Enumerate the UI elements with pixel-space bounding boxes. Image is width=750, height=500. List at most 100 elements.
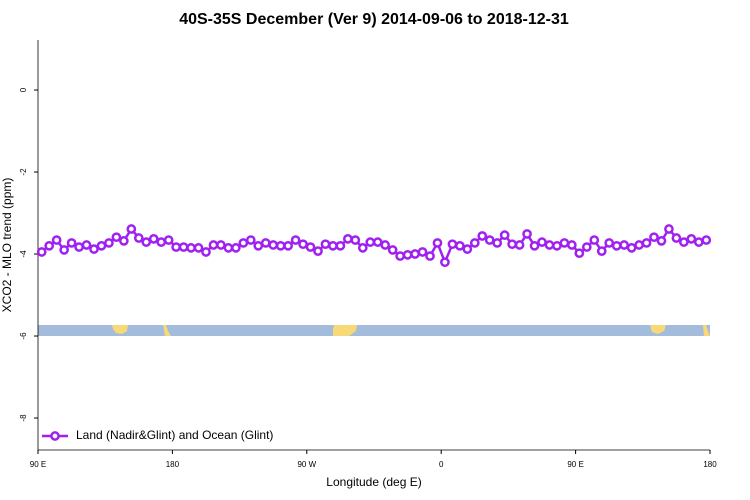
data-point: [626, 243, 637, 253]
data-point: [104, 238, 114, 248]
data-point: [59, 245, 69, 255]
data-point: [223, 243, 234, 253]
data-point: [492, 238, 503, 248]
x-tick-label: 90 E: [567, 460, 583, 469]
data-point: [320, 239, 331, 250]
data-point: [425, 251, 435, 261]
y-tick-label: -8: [19, 414, 28, 422]
data-point: [44, 240, 55, 251]
data-point: [305, 242, 316, 252]
data-point: [410, 249, 420, 259]
data-point: [208, 240, 219, 250]
x-tick-label: 90 W: [297, 460, 316, 469]
data-point: [357, 243, 368, 253]
y-tick-label: -4: [19, 250, 28, 258]
data-point: [552, 240, 562, 251]
data-point: [559, 238, 570, 248]
data-point: [119, 236, 129, 246]
data-point: [529, 240, 540, 251]
data-point: [432, 238, 443, 248]
data-point: [260, 238, 271, 248]
data-point: [372, 237, 383, 247]
data-point: [328, 240, 338, 251]
data-point: [193, 243, 204, 253]
data-point: [51, 235, 62, 245]
legend-label: Land (Nadir&Glint) and Ocean (Glint): [76, 428, 273, 442]
data-point: [245, 235, 256, 245]
ocean-band: [38, 325, 710, 336]
data-point: [537, 237, 547, 247]
data-point: [596, 246, 607, 256]
data-point: [111, 232, 122, 243]
data-point: [36, 247, 47, 257]
data-point: [178, 242, 189, 252]
data-point: [81, 240, 92, 250]
x-tick-label: 90 E: [30, 460, 46, 469]
data-point: [350, 235, 361, 245]
data-point: [275, 240, 286, 251]
data-point: [171, 242, 181, 252]
data-point: [231, 243, 241, 253]
map-band: [38, 325, 710, 336]
data-point: [163, 235, 174, 245]
data-point: [567, 240, 577, 250]
x-tick-label: 180: [703, 460, 717, 469]
y-axis-label: XCO2 - MLO trend (ppm): [0, 178, 14, 313]
data-point: [484, 235, 495, 245]
data-point: [96, 240, 107, 251]
data-point: [126, 224, 137, 234]
data-point: [693, 237, 704, 247]
data-point: [440, 257, 450, 268]
data-point: [514, 240, 525, 250]
data-point: [253, 240, 264, 251]
data-point: [283, 240, 293, 251]
data-point: [544, 240, 555, 250]
land-patch: [703, 325, 710, 336]
y-tick-label: -6: [19, 332, 28, 340]
data-point: [679, 237, 689, 247]
land-patch: [112, 325, 128, 334]
data-point: [380, 240, 391, 250]
y-tick-label: 0: [19, 87, 28, 92]
data-point: [641, 238, 652, 248]
x-tick-label: 180: [166, 460, 180, 469]
data-point: [141, 237, 152, 247]
data-point: [238, 238, 249, 248]
data-point: [74, 242, 84, 252]
data-point: [365, 237, 376, 247]
data-point: [589, 235, 600, 245]
land-patch: [163, 325, 171, 336]
data-point: [268, 240, 279, 250]
legend-marker: [50, 431, 60, 441]
data-point: [462, 244, 473, 254]
data-point: [89, 244, 99, 254]
data-point: [335, 240, 346, 251]
data-point: [604, 238, 615, 248]
data-point: [619, 240, 629, 250]
data-point: [402, 249, 413, 260]
data-point: [298, 239, 308, 250]
data-point: [701, 235, 712, 245]
data-point: [656, 236, 667, 246]
data-point: [417, 247, 428, 257]
data-point: [671, 233, 682, 243]
data-point: [313, 246, 323, 256]
data-point: [395, 251, 405, 261]
data-point: [634, 240, 644, 250]
data-point: [664, 224, 674, 234]
data-point: [522, 229, 532, 239]
data-point: [507, 239, 517, 250]
data-point: [343, 234, 353, 244]
land-patch: [333, 325, 357, 336]
land-patch: [650, 325, 666, 334]
data-point: [387, 245, 398, 255]
data-point: [66, 238, 77, 248]
data-point: [477, 231, 488, 241]
data-point: [649, 232, 659, 243]
data-point: [574, 248, 585, 259]
data-point: [148, 234, 159, 244]
x-tick-label: 0: [439, 460, 444, 469]
data-point: [290, 235, 301, 245]
data-point: [469, 238, 480, 248]
